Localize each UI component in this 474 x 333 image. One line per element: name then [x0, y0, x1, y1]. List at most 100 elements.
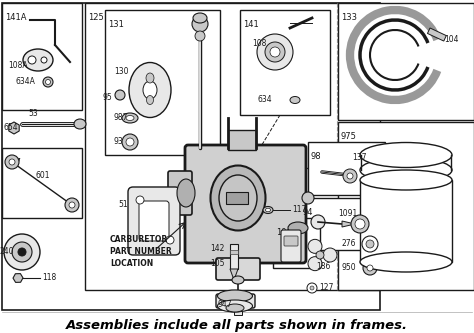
Ellipse shape: [129, 63, 171, 118]
Text: 1091: 1091: [338, 209, 357, 218]
Circle shape: [115, 90, 125, 100]
Circle shape: [308, 257, 322, 271]
Ellipse shape: [232, 276, 244, 284]
Circle shape: [367, 265, 373, 271]
Circle shape: [270, 47, 280, 57]
Ellipse shape: [360, 158, 452, 182]
Bar: [338, 3, 474, 120]
Bar: [2, 3, 82, 110]
Circle shape: [126, 138, 134, 146]
Circle shape: [46, 80, 51, 85]
Text: 141A: 141A: [5, 13, 27, 22]
FancyBboxPatch shape: [185, 145, 306, 263]
Text: 98: 98: [311, 152, 322, 161]
Bar: [2, 3, 380, 310]
Circle shape: [195, 31, 205, 41]
Text: 276: 276: [341, 239, 356, 248]
Bar: [308, 142, 385, 195]
Circle shape: [316, 251, 324, 259]
Ellipse shape: [126, 116, 134, 121]
Text: 104: 104: [444, 36, 458, 45]
FancyBboxPatch shape: [360, 180, 452, 262]
Circle shape: [4, 234, 40, 270]
Ellipse shape: [218, 300, 253, 312]
Bar: [85, 3, 380, 290]
Text: Assemblies include all parts shown in frames.: Assemblies include all parts shown in fr…: [66, 318, 408, 331]
Ellipse shape: [288, 222, 308, 234]
Ellipse shape: [219, 175, 257, 221]
Text: 142: 142: [210, 244, 225, 253]
Circle shape: [12, 242, 32, 262]
Ellipse shape: [263, 206, 273, 213]
Ellipse shape: [177, 179, 195, 207]
Text: 947: 947: [218, 300, 233, 309]
Bar: [2, 148, 82, 218]
Ellipse shape: [290, 97, 300, 104]
Ellipse shape: [210, 166, 265, 230]
FancyBboxPatch shape: [216, 294, 255, 308]
Circle shape: [41, 57, 47, 63]
Text: 108: 108: [252, 40, 266, 49]
Circle shape: [351, 215, 369, 233]
FancyBboxPatch shape: [128, 187, 180, 255]
Circle shape: [308, 239, 322, 253]
Text: 105: 105: [210, 259, 225, 268]
Circle shape: [18, 248, 26, 256]
Circle shape: [323, 248, 337, 262]
Circle shape: [69, 202, 75, 208]
Circle shape: [65, 198, 79, 212]
Bar: [226, 192, 248, 204]
Ellipse shape: [143, 81, 157, 99]
Bar: [105, 10, 220, 155]
Circle shape: [343, 169, 357, 183]
Circle shape: [28, 56, 36, 64]
Ellipse shape: [146, 73, 154, 83]
Circle shape: [366, 240, 374, 248]
Text: 51: 51: [118, 200, 128, 209]
Circle shape: [136, 196, 144, 204]
Text: 634: 634: [258, 96, 273, 105]
Bar: [228, 130, 256, 150]
Ellipse shape: [193, 13, 207, 23]
Circle shape: [347, 173, 353, 179]
Text: 950: 950: [341, 263, 356, 272]
Bar: [230, 250, 238, 254]
Ellipse shape: [74, 119, 86, 129]
Circle shape: [362, 236, 378, 252]
Bar: [240, 10, 330, 115]
Text: 131: 131: [108, 20, 124, 29]
Circle shape: [363, 261, 377, 275]
Ellipse shape: [265, 208, 271, 212]
Text: 108A: 108A: [8, 61, 27, 70]
Circle shape: [192, 16, 208, 32]
Text: 127: 127: [319, 283, 333, 292]
Text: CARBURETOR
PART NUMBER
LOCATION: CARBURETOR PART NUMBER LOCATION: [110, 235, 172, 268]
Ellipse shape: [218, 290, 253, 302]
Text: 240: 240: [0, 247, 14, 256]
Bar: [273, 218, 320, 268]
Text: 94: 94: [303, 208, 313, 217]
Ellipse shape: [23, 49, 53, 71]
Text: 654: 654: [4, 124, 18, 133]
Circle shape: [43, 77, 53, 87]
Bar: [428, 28, 447, 41]
FancyBboxPatch shape: [284, 236, 298, 246]
Text: 133: 133: [341, 13, 357, 22]
Circle shape: [265, 42, 285, 62]
Text: 137: 137: [352, 154, 366, 163]
Text: 987: 987: [114, 114, 128, 123]
FancyBboxPatch shape: [216, 258, 260, 280]
Circle shape: [355, 219, 365, 229]
Circle shape: [307, 283, 317, 293]
Circle shape: [166, 236, 174, 244]
Text: 141: 141: [243, 20, 259, 29]
Ellipse shape: [360, 170, 452, 190]
Circle shape: [9, 159, 15, 165]
Ellipse shape: [226, 304, 244, 312]
Ellipse shape: [360, 252, 452, 272]
Text: 634A: 634A: [15, 78, 35, 87]
Bar: [338, 122, 474, 290]
Polygon shape: [230, 269, 238, 280]
FancyBboxPatch shape: [281, 230, 301, 262]
Text: 93: 93: [114, 138, 124, 147]
